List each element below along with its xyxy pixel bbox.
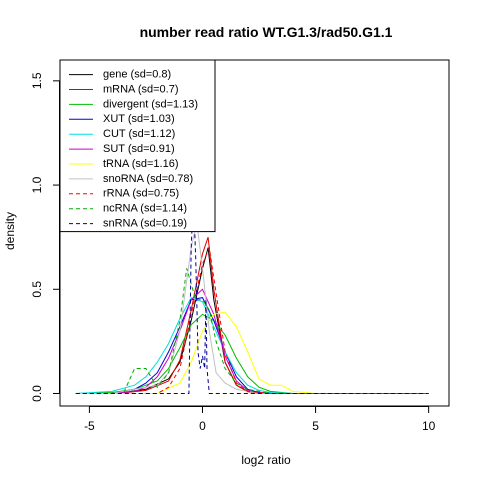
series-line-6 [75,311,429,394]
legend-box [59,59,216,233]
y-tick-label: 1.5 [30,72,44,89]
x-tick-label: 0 [199,419,206,433]
x-tick-label: 10 [422,419,436,433]
legend-entry-label: CUT (sd=1.12) [103,128,175,140]
y-tick-label: 0.0 [30,385,44,402]
legend: gene (sd=0.8) mRNA (sd=0.7) divergent (sd=… [59,59,216,233]
legend-entry-label: mRNA (sd=0.7) [103,83,179,95]
legend-entry-label: SUT (sd=0.91) [103,143,175,155]
y-tick-label: 1.0 [30,176,44,193]
legend-entry-label: tRNA (sd=1.16) [103,158,179,170]
legend-entry-label: snRNA (sd=0.19) [103,218,187,230]
plot-lines [75,195,429,394]
legend-entry-label: XUT (sd=1.03) [103,113,175,125]
series-line-2 [75,313,429,394]
plot-frame [59,59,450,407]
legend-entry-label: rRNA (sd=0.75) [103,188,179,200]
series-line-10 [75,195,429,394]
legend-entry-label: snoRNA (sd=0.78) [103,173,193,185]
legend-entry-label: divergent (sd=1.13) [103,98,198,110]
legend-entry-label: gene (sd=0.8) [103,69,171,81]
y-tick-label: 0.5 [30,281,44,298]
x-tick-label: -5 [84,419,95,433]
chart-title: number read ratio WT.G1.3/rad50.G1.1 [140,24,393,40]
x-tick-label: 5 [312,419,319,433]
series-line-5 [75,288,429,394]
x-axis-label: log2 ratio [241,453,291,467]
series-line-9 [75,268,429,394]
series-line-8 [75,245,429,394]
series-line-7 [75,222,429,394]
legend-entry-label: ncRNA (sd=1.14) [103,203,187,215]
series-line-1 [75,237,429,394]
y-axis-label: density [3,212,17,250]
series-line-4 [75,296,429,394]
series-line-0 [75,247,429,394]
series-line-3 [75,297,429,394]
